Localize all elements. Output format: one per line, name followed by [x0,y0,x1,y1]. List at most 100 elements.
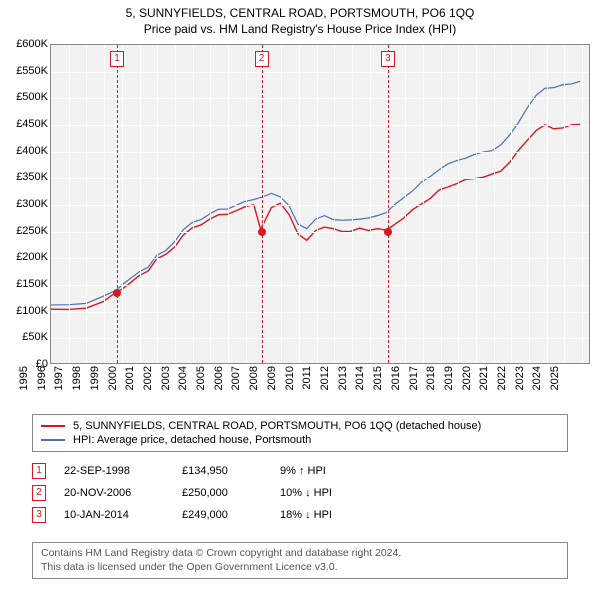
sales-row-hpi: 18% ↓ HPI [280,509,332,521]
y-axis-label: £150K [4,278,48,290]
gridline-h [51,338,589,339]
legend-label-hpi: HPI: Average price, detached house, Port… [73,434,311,446]
sale-marker-label: 3 [381,51,395,67]
sales-row-date: 20-NOV-2006 [64,487,164,499]
sales-row-price: £250,000 [182,487,262,499]
legend-swatch-hpi [41,439,65,441]
y-axis-label: £350K [4,171,48,183]
x-axis-label: 2012 [319,366,331,406]
x-axis-label: 2025 [549,366,561,406]
gridline-v [140,45,141,363]
gridline-v [317,45,318,363]
x-axis-label: 1995 [18,366,30,406]
x-axis-label: 2006 [213,366,225,406]
sales-row-hpi: 10% ↓ HPI [280,487,332,499]
gridline-h [51,152,589,153]
gridline-v [458,45,459,363]
sale-marker-vline [388,45,389,363]
x-axis-label: 2001 [124,366,136,406]
gridline-v [441,45,442,363]
x-axis-label: 2014 [354,366,366,406]
chart-lines [51,45,589,363]
y-axis-label: £100K [4,305,48,317]
x-axis-label: 2024 [531,366,543,406]
series-hpi [51,81,580,305]
gridline-v [193,45,194,363]
gridline-h [51,98,589,99]
x-axis-label: 2003 [160,366,172,406]
sales-row-price: £249,000 [182,509,262,521]
gridline-v [69,45,70,363]
gridline-v [210,45,211,363]
x-axis-label: 2007 [230,366,242,406]
gridline-h [51,258,589,259]
x-axis-label: 2015 [372,366,384,406]
legend-label-property: 5, SUNNYFIELDS, CENTRAL ROAD, PORTSMOUTH… [73,420,481,432]
x-axis-label: 2005 [195,366,207,406]
gridline-h [51,125,589,126]
legend-swatch-property [41,425,65,427]
x-axis-label: 2023 [514,366,526,406]
sale-marker-label: 2 [255,51,269,67]
sales-row-hpi: 9% ↑ HPI [280,465,326,477]
gridline-v [122,45,123,363]
sale-marker-vline [117,45,118,363]
sales-row-marker: 3 [32,507,46,523]
chart-container: 5, SUNNYFIELDS, CENTRAL ROAD, PORTSMOUTH… [0,0,600,590]
sale-marker-vline [262,45,263,363]
x-axis-label: 2016 [390,366,402,406]
sales-row-marker: 1 [32,463,46,479]
y-axis-label: £450K [4,118,48,130]
gridline-v [423,45,424,363]
gridline-v [370,45,371,363]
gridline-v [494,45,495,363]
sales-row: 310-JAN-2014£249,00018% ↓ HPI [32,504,568,526]
gridline-h [51,205,589,206]
x-axis-label: 2022 [496,366,508,406]
gridline-v [405,45,406,363]
gridline-v [246,45,247,363]
x-axis-label: 2010 [284,366,296,406]
gridline-h [51,285,589,286]
y-axis-label: £500K [4,91,48,103]
sales-table: 122-SEP-1998£134,9509% ↑ HPI220-NOV-2006… [32,460,568,526]
sales-row-marker: 2 [32,485,46,501]
x-axis-label: 2009 [266,366,278,406]
legend-item-hpi: HPI: Average price, detached house, Port… [41,433,559,447]
legend-item-property: 5, SUNNYFIELDS, CENTRAL ROAD, PORTSMOUTH… [41,419,559,433]
x-axis-label: 2018 [425,366,437,406]
gridline-v [547,45,548,363]
x-axis-label: 2000 [107,366,119,406]
x-axis-label: 2020 [461,366,473,406]
y-axis-label: £550K [4,65,48,77]
chart-subtitle: Price paid vs. HM Land Registry's House … [0,20,600,40]
gridline-v [511,45,512,363]
y-axis-label: £50K [4,331,48,343]
chart-legend: 5, SUNNYFIELDS, CENTRAL ROAD, PORTSMOUTH… [32,414,568,452]
gridline-v [175,45,176,363]
gridline-v [228,45,229,363]
y-axis-label: £200K [4,251,48,263]
gridline-v [281,45,282,363]
sales-row-date: 22-SEP-1998 [64,465,164,477]
y-axis-label: £400K [4,145,48,157]
gridline-v [104,45,105,363]
x-axis-label: 2004 [177,366,189,406]
sale-marker-dot [258,228,266,236]
x-axis-label: 2008 [248,366,260,406]
x-axis-label: 2017 [408,366,420,406]
gridline-v [582,45,583,363]
gridline-v [334,45,335,363]
x-axis-label: 1997 [53,366,65,406]
gridline-h [51,178,589,179]
gridline-v [476,45,477,363]
footer-line-1: Contains HM Land Registry data © Crown c… [41,547,559,561]
gridline-v [86,45,87,363]
chart-plot-area: 1 2 3 [50,44,590,364]
x-axis-label: 1996 [36,366,48,406]
gridline-v [299,45,300,363]
x-axis-label: 1999 [89,366,101,406]
x-axis-label: 2013 [337,366,349,406]
x-axis-label: 2019 [443,366,455,406]
sale-marker-label: 1 [110,51,124,67]
